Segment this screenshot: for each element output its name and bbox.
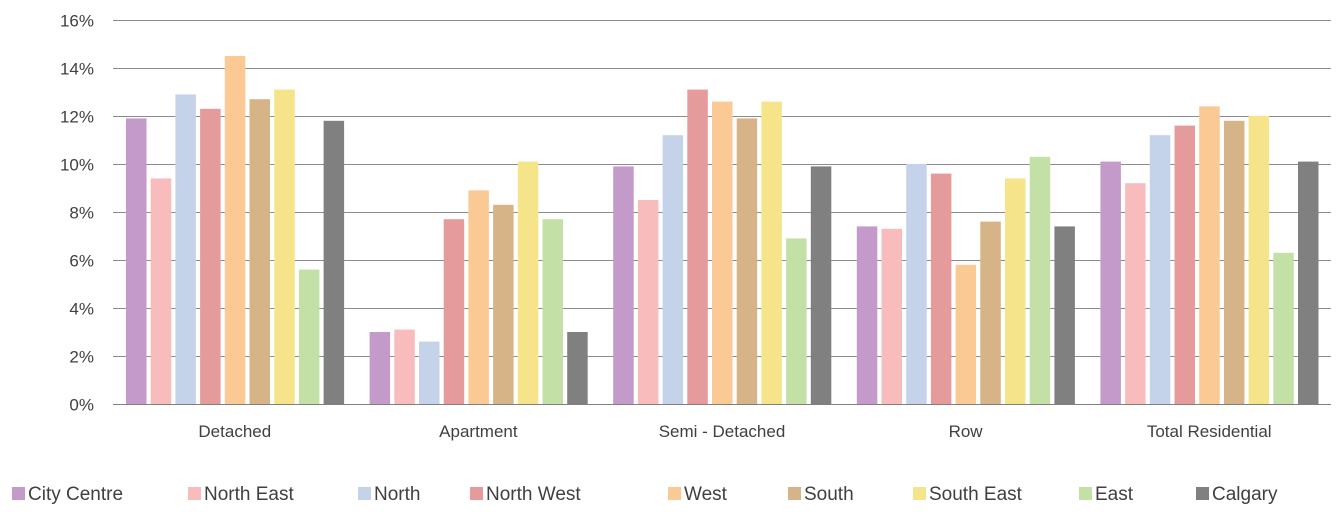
legend-label: South — [804, 484, 854, 505]
legend-swatch — [788, 487, 801, 500]
x-tick-label: Semi - Detached — [659, 422, 786, 441]
legend-label: North West — [486, 484, 581, 505]
legend-label: North — [374, 484, 420, 505]
bar-city-centre — [1100, 161, 1121, 404]
bar-south-east — [1248, 116, 1270, 404]
bar-calgary — [567, 332, 588, 404]
bar-north-east — [881, 228, 902, 404]
bar-city-centre — [613, 166, 634, 404]
y-tick-label: 0% — [69, 396, 94, 415]
bar-north-west — [200, 108, 221, 405]
bar-west — [955, 264, 977, 404]
bar-calgary — [323, 120, 345, 405]
bar-east — [542, 219, 563, 404]
bar-south — [249, 99, 270, 404]
bar-west — [1199, 106, 1220, 405]
bar-north-east — [394, 329, 415, 404]
y-tick-label: 16% — [60, 12, 94, 31]
bar-south — [493, 204, 514, 404]
legend-label: City Centre — [28, 484, 123, 505]
legend-label: West — [684, 484, 728, 505]
x-tick-label: Row — [949, 422, 984, 441]
bar-south — [980, 221, 1001, 404]
bar-city-centre — [369, 332, 391, 404]
legend-swatch — [1196, 487, 1209, 500]
bar-east — [1273, 252, 1294, 404]
legend-item: North East — [188, 484, 294, 505]
bar-north-east — [637, 200, 659, 404]
bar-north-west — [1174, 125, 1195, 404]
bar-north — [1149, 135, 1171, 404]
legend-item: South — [788, 484, 854, 505]
bar-north-west — [443, 219, 465, 404]
y-tick-label: 8% — [69, 204, 94, 223]
bar-north-east — [1125, 183, 1146, 404]
bar-north — [662, 135, 684, 404]
bar-city-centre — [126, 118, 147, 405]
bar-north-east — [150, 178, 172, 404]
legend-item: City Centre — [12, 484, 123, 505]
bar-calgary — [1298, 161, 1319, 404]
bars — [126, 56, 1319, 405]
bar-south-east — [274, 89, 295, 404]
legend-label: East — [1095, 484, 1134, 505]
bar-calgary — [1054, 226, 1075, 404]
legend-item: East — [1079, 484, 1134, 505]
legend-item: South East — [913, 484, 1023, 505]
legend-swatch — [188, 487, 201, 500]
bar-south — [1223, 120, 1245, 405]
legend: City Centre North East North North West West… — [12, 484, 1278, 505]
legend-swatch — [1079, 487, 1092, 500]
legend-label: South East — [929, 484, 1023, 505]
bar-calgary — [810, 166, 832, 404]
bar-south-east — [761, 101, 782, 404]
bar-east — [1029, 156, 1051, 404]
bar-west — [224, 56, 246, 404]
bar-north-west — [930, 173, 952, 404]
y-tick-label: 4% — [69, 300, 94, 319]
legend-label: Calgary — [1212, 484, 1278, 505]
legend-item: North — [358, 484, 420, 505]
legend-swatch — [913, 487, 926, 500]
x-tick-label: Apartment — [439, 422, 518, 441]
axis: 0% 2% 4% 6% 8% 10% 12% 14% 16% Detached Apartment S… — [60, 12, 1272, 442]
legend-item: North West — [470, 484, 581, 505]
bar-north-west — [687, 89, 708, 404]
y-tick-label: 2% — [69, 348, 94, 367]
y-tick-label: 14% — [60, 60, 94, 79]
bar-east — [786, 238, 807, 404]
bar-city-centre — [856, 226, 878, 404]
bar-south — [736, 118, 758, 405]
y-tick-label: 10% — [60, 156, 94, 175]
y-tick-label: 6% — [69, 252, 94, 271]
bar-west — [468, 190, 489, 404]
bar-north — [175, 94, 196, 405]
legend-swatch — [668, 487, 681, 500]
bar-south-east — [517, 161, 539, 404]
legend-swatch — [358, 487, 371, 500]
legend-item: Calgary — [1196, 484, 1278, 505]
bar-north — [906, 164, 927, 404]
bar-north — [419, 341, 440, 404]
x-tick-label: Total Residential — [1147, 422, 1272, 441]
legend-item: West — [668, 484, 728, 505]
bar-east — [298, 269, 320, 404]
legend-swatch — [470, 487, 483, 500]
legend-label: North East — [204, 484, 294, 505]
bar-west — [712, 101, 733, 404]
x-tick-label: Detached — [198, 422, 271, 441]
y-tick-label: 12% — [60, 108, 94, 127]
legend-swatch — [12, 487, 25, 500]
bar-south-east — [1005, 178, 1026, 404]
